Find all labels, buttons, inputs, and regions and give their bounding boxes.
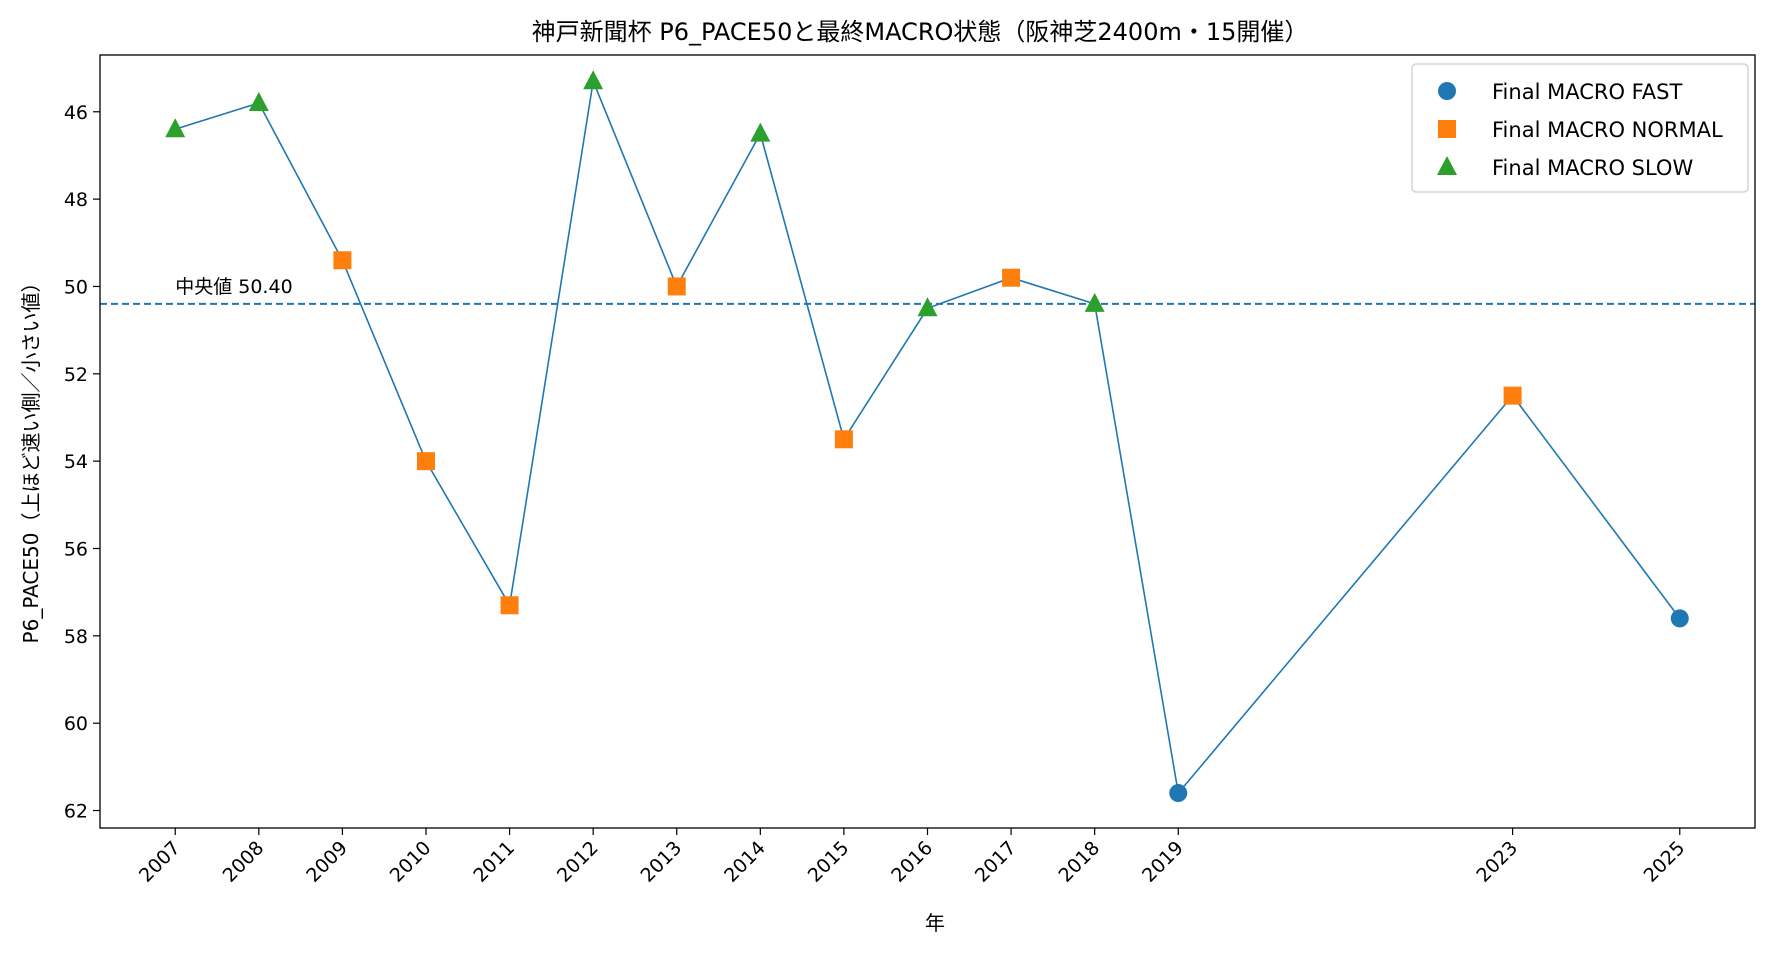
- x-tick-label: 2008: [219, 837, 269, 887]
- x-axis-title: 年: [925, 911, 945, 935]
- y-tick-label: 50: [64, 276, 88, 298]
- x-tick-label: 2025: [1640, 837, 1690, 887]
- data-point-2009: [333, 251, 352, 270]
- data-point-2008: [248, 92, 269, 112]
- x-tick-label: 2009: [302, 837, 352, 887]
- data-point-2012: [583, 70, 604, 90]
- x-tick-label: 2012: [553, 837, 603, 887]
- legend-label-normal: Final MACRO NORMAL: [1492, 118, 1723, 142]
- x-tick-label: 2011: [469, 837, 519, 887]
- legend-box: [1411, 63, 1749, 193]
- x-tick-label: 2013: [637, 837, 687, 887]
- y-tick-label: 46: [64, 102, 88, 124]
- x-tick-label: 2007: [135, 837, 185, 887]
- x-tick-label: 2014: [720, 837, 770, 887]
- y-tick-label: 58: [64, 626, 88, 648]
- data-point-2018: [1084, 292, 1105, 312]
- x-tick-label: 2017: [971, 837, 1021, 887]
- data-point-2011: [500, 596, 519, 615]
- legend: Final MACRO FAST Final MACRO NORMAL Final …: [1411, 63, 1749, 193]
- legend-marker-fast: [1438, 82, 1456, 100]
- x-tick-label: 2015: [804, 837, 854, 887]
- x-tick-label: 2010: [386, 837, 436, 887]
- data-point-2019: [1169, 784, 1188, 803]
- x-tick-label: 2018: [1054, 837, 1104, 887]
- y-tick-label: 48: [64, 189, 88, 211]
- marker-layer: [165, 70, 1689, 803]
- x-tick-label: 2019: [1138, 837, 1188, 887]
- data-point-2010: [416, 452, 435, 471]
- y-tick-label: 56: [64, 538, 88, 560]
- y-tick-label: 52: [64, 364, 88, 386]
- chart-title: 神戸新聞杯 P6_PACE50と最終MACRO状態（阪神芝2400m・15開催）: [532, 18, 1309, 46]
- data-point-2007: [165, 118, 186, 138]
- median-label: 中央値 50.40: [175, 276, 292, 298]
- data-point-2015: [834, 430, 853, 449]
- legend-marker-slow: [1437, 156, 1457, 175]
- data-point-2016: [917, 297, 938, 317]
- legend-marker-normal: [1438, 120, 1456, 138]
- legend-label-slow: Final MACRO SLOW: [1492, 156, 1693, 180]
- x-tick-label: 2023: [1472, 837, 1522, 887]
- y-tick-label: 62: [64, 801, 88, 823]
- legend-label-fast: Final MACRO FAST: [1492, 80, 1682, 104]
- data-point-2013: [667, 277, 686, 296]
- y-tick-label: 60: [64, 713, 88, 735]
- y-axis-title: P6_PACE50（上ほど速い側／小さい値）: [19, 273, 43, 644]
- data-point-2023: [1503, 386, 1522, 405]
- data-point-2014: [750, 122, 771, 142]
- data-point-2025: [1670, 609, 1689, 628]
- y-tick-label: 54: [64, 451, 88, 473]
- x-tick-label: 2016: [887, 837, 937, 887]
- data-point-2017: [1002, 268, 1021, 287]
